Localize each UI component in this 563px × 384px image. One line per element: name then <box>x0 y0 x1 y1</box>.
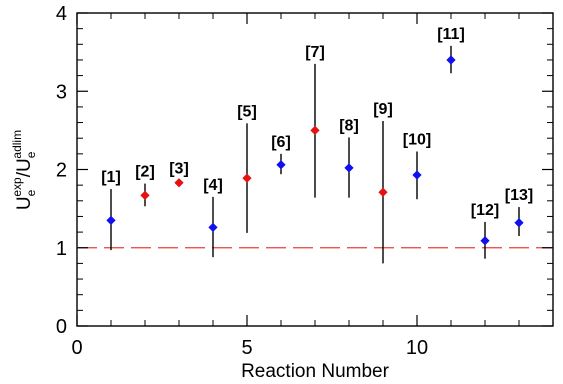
y-axis-label-slash: / <box>14 171 35 177</box>
data-point-label: [7] <box>305 44 325 61</box>
data-point-diamond <box>276 160 286 170</box>
data-point-diamond <box>344 163 354 173</box>
y-axis-label-sub: e <box>24 189 38 196</box>
data-point-label: [10] <box>403 132 431 149</box>
axis-layer: 0 5 10 0 1 2 3 4 <box>56 3 554 359</box>
data-point-diamond <box>378 187 388 197</box>
data-point-label: [1] <box>101 169 121 186</box>
data-point-diamond <box>106 215 116 225</box>
data-point-diamond <box>242 173 252 183</box>
data-point-label: [13] <box>505 187 533 204</box>
data-point-label: [2] <box>135 164 155 181</box>
error-bar-layer <box>110 45 520 264</box>
point-layer <box>106 55 524 246</box>
data-point-diamond <box>310 125 320 135</box>
data-point-diamond <box>412 170 422 180</box>
y-tick-label: 2 <box>56 160 67 182</box>
data-point-diamond <box>514 218 524 228</box>
point-label-layer: [1] [2] [3] [4] [5] [6] [7] [8] [9] [10] [11] [12] [… <box>101 26 533 219</box>
x-tick-label: 0 <box>71 337 82 359</box>
y-tick-label: 4 <box>56 3 67 25</box>
data-point-diamond <box>446 55 456 65</box>
data-point-label: [9] <box>373 101 393 118</box>
x-axis-title-group: Reaction Number <box>241 361 390 382</box>
x-axis-label: Reaction Number <box>241 361 390 382</box>
data-point-label: [3] <box>169 160 189 177</box>
y-axis-label: Ueexp/Ueadlim <box>10 130 38 210</box>
data-point-label: [11] <box>437 26 465 43</box>
y-axis-label-sup: exp <box>10 177 24 197</box>
y-axis-label-sub2: e <box>24 151 38 158</box>
data-point-diamond <box>480 236 490 246</box>
x-tick-label: 10 <box>406 337 428 359</box>
y-tick-label: 1 <box>56 238 67 260</box>
data-point-label: [12] <box>471 202 499 219</box>
data-point-diamond <box>174 178 184 188</box>
data-point-diamond <box>208 222 218 233</box>
data-point-label: [6] <box>271 134 291 151</box>
data-point-label: [8] <box>339 117 359 134</box>
y-axis-label-main2: U <box>14 158 35 172</box>
data-point-label: [5] <box>237 103 257 120</box>
svg-text:Ueexp/Ueadlim: Ueexp/Ueadlim <box>10 130 38 210</box>
y-tick-label: 3 <box>56 81 67 103</box>
data-point-diamond <box>140 190 150 200</box>
y-tick-label: 0 <box>56 316 67 338</box>
y-axis-label-main: U <box>14 196 35 210</box>
y-axis-label-sup2: adlim <box>10 130 24 159</box>
x-tick-label: 5 <box>241 337 252 359</box>
data-point-label: [4] <box>203 177 223 194</box>
